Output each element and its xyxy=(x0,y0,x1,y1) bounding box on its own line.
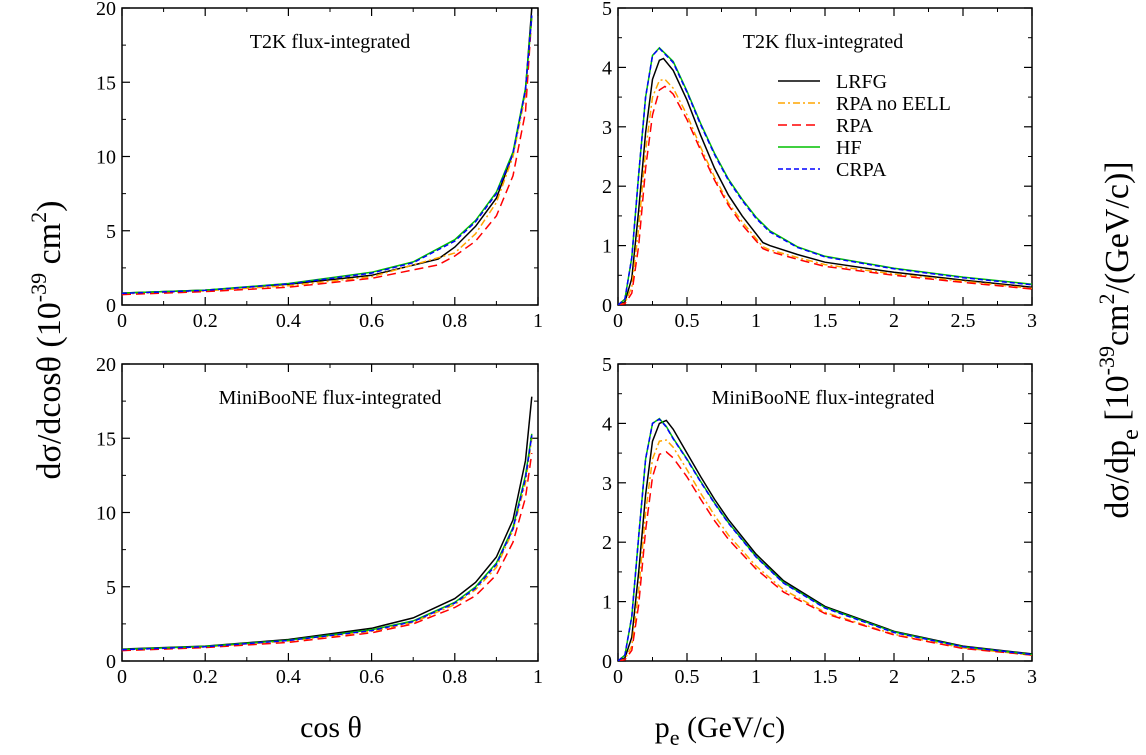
series-group xyxy=(122,396,533,652)
series-line-rpa xyxy=(122,452,533,652)
series-group xyxy=(122,8,533,296)
y-tick-label: 20 xyxy=(96,354,116,376)
series-line-hf xyxy=(122,433,533,651)
y-axis-title-left: dσ/dcosθ (10-39 cm2) xyxy=(26,201,68,480)
series-line-lrfg xyxy=(122,396,533,650)
legend-label: RPA no EELL xyxy=(836,93,951,115)
series-line-crpa xyxy=(122,435,533,651)
series-line-rpa xyxy=(618,85,1032,305)
y-tick-label: 3 xyxy=(602,117,612,139)
x-tick-label: 0 xyxy=(117,666,127,688)
series-line-lrfg xyxy=(618,419,1032,661)
series-group xyxy=(618,46,1032,305)
x-tick-label: 0 xyxy=(117,310,127,332)
x-tick-label: 0.2 xyxy=(193,666,218,688)
series-line-rpa-no-eell xyxy=(618,78,1032,305)
y-tick-label: 20 xyxy=(96,0,116,20)
y-tick-label: 0 xyxy=(106,651,116,673)
y-tick-label: 5 xyxy=(602,354,612,376)
x-tick-label: 0.5 xyxy=(675,666,700,688)
legend-label: LRFG xyxy=(836,71,887,93)
x-tick-label: 0.6 xyxy=(359,666,384,688)
x-tick-label: 2.5 xyxy=(951,310,976,332)
y-tick-label: 15 xyxy=(96,72,116,94)
series-line-crpa xyxy=(122,15,533,295)
chart-panel-4: 0 0.5 1 1.5 2 2.5 3 0 1 2 3 4 5 MiniBooNE flux-integr… xyxy=(602,354,1037,688)
y-axis-title-right: dσ/dpe [10-39cm2/(GeV/c)] xyxy=(1094,161,1144,518)
y-tick-label: 2 xyxy=(602,176,612,198)
panel-title: T2K flux-integrated xyxy=(250,31,411,53)
x-tick-label: 0.5 xyxy=(675,310,700,332)
panel-title: T2K flux-integrated xyxy=(743,31,904,53)
y-tick-label: 1 xyxy=(602,236,612,258)
x-tick-label: 1.5 xyxy=(813,666,838,688)
y-tick-label: 10 xyxy=(96,503,116,525)
x-tick-label: 1.5 xyxy=(813,310,838,332)
series-line-crpa xyxy=(618,47,1032,305)
y-tick-label: 3 xyxy=(602,473,612,495)
y-tick-label: 0 xyxy=(602,295,612,317)
x-tick-label: 0.8 xyxy=(442,310,467,332)
x-tick-label: 0.8 xyxy=(442,666,467,688)
legend-label: HF xyxy=(836,137,862,159)
legend-label: RPA xyxy=(836,115,874,137)
x-axis-title-right: pe (GeV/c) xyxy=(655,711,786,750)
legend-label: CRPA xyxy=(836,159,887,181)
x-tick-label: 1 xyxy=(751,310,761,332)
y-tick-label: 15 xyxy=(96,428,116,450)
y-tick-label: 2 xyxy=(602,532,612,554)
series-line-rpa xyxy=(618,451,1032,661)
chart-panel-2: 0 0.5 1 1.5 2 2.5 3 0 1 2 3 4 5 T2K flux-integrated LR… xyxy=(602,0,1037,332)
series-line-rpa xyxy=(122,15,533,296)
x-tick-label: 0.4 xyxy=(276,310,301,332)
y-tick-label: 0 xyxy=(106,295,116,317)
x-tick-label: 1 xyxy=(533,666,543,688)
x-tick-label: 2 xyxy=(889,310,899,332)
x-tick-label: 0.4 xyxy=(276,666,301,688)
y-tick-label: 4 xyxy=(602,413,612,435)
series-line-crpa xyxy=(618,418,1032,661)
y-tick-label: 1 xyxy=(602,592,612,614)
x-tick-label: 3 xyxy=(1027,310,1037,332)
x-tick-label: 0 xyxy=(613,310,623,332)
x-tick-label: 0.2 xyxy=(193,310,218,332)
series-group xyxy=(618,417,1032,661)
y-tick-label: 0 xyxy=(602,651,612,673)
series-line-rpa-no-eell xyxy=(122,438,533,651)
y-tick-label: 4 xyxy=(602,57,612,79)
x-tick-label: 2 xyxy=(889,666,899,688)
y-tick-label: 10 xyxy=(96,147,116,169)
x-tick-label: 3 xyxy=(1027,666,1037,688)
series-line-lrfg xyxy=(618,57,1032,305)
y-tick-label: 5 xyxy=(106,577,116,599)
x-axis-title-left: cos θ xyxy=(300,711,362,744)
panel-title: MiniBooNE flux-integrated xyxy=(219,387,442,409)
x-tick-label: 1 xyxy=(751,666,761,688)
x-tick-label: 0.6 xyxy=(359,310,384,332)
series-line-rpa-no-eell xyxy=(122,15,533,295)
y-tick-label: 5 xyxy=(602,0,612,20)
x-tick-label: 2.5 xyxy=(951,666,976,688)
series-line-hf xyxy=(618,417,1032,661)
series-line-rpa-no-eell xyxy=(618,439,1032,661)
y-tick-label: 5 xyxy=(106,221,116,243)
series-line-hf xyxy=(122,15,533,294)
panel-title: MiniBooNE flux-integrated xyxy=(712,387,935,409)
x-tick-label: 0 xyxy=(613,666,623,688)
x-tick-label: 1 xyxy=(533,310,543,332)
